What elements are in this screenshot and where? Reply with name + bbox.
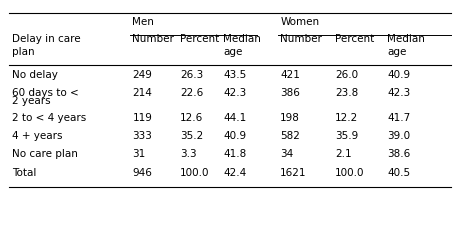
Text: 1621: 1621: [280, 168, 307, 178]
Text: 4 + years: 4 + years: [12, 131, 62, 141]
Text: 3.3: 3.3: [180, 149, 197, 159]
Text: Percent: Percent: [335, 34, 374, 44]
Text: 26.3: 26.3: [180, 70, 203, 80]
Text: 34: 34: [280, 149, 293, 159]
Text: 22.6: 22.6: [180, 88, 203, 98]
Text: 2 years: 2 years: [12, 96, 50, 106]
Text: 35.9: 35.9: [335, 131, 358, 141]
Text: 31: 31: [132, 149, 146, 159]
Text: Percent: Percent: [180, 34, 219, 44]
Text: 43.5: 43.5: [223, 70, 246, 80]
Text: No delay: No delay: [12, 70, 58, 80]
Text: age: age: [387, 47, 407, 57]
Text: 582: 582: [280, 131, 300, 141]
Text: plan: plan: [12, 47, 35, 57]
Text: 39.0: 39.0: [387, 131, 410, 141]
Text: Number: Number: [280, 34, 322, 44]
Text: Median: Median: [387, 34, 425, 44]
Text: 12.6: 12.6: [180, 113, 203, 123]
Text: 44.1: 44.1: [223, 113, 246, 123]
Text: 214: 214: [132, 88, 152, 98]
Text: 2.1: 2.1: [335, 149, 351, 159]
Text: Men: Men: [132, 17, 154, 27]
Text: 100.0: 100.0: [335, 168, 365, 178]
Text: 40.9: 40.9: [387, 70, 410, 80]
Text: 23.8: 23.8: [335, 88, 358, 98]
Text: 41.8: 41.8: [223, 149, 246, 159]
Text: Delay in care: Delay in care: [12, 34, 81, 44]
Text: 26.0: 26.0: [335, 70, 358, 80]
Text: 35.2: 35.2: [180, 131, 203, 141]
Text: Women: Women: [280, 17, 319, 27]
Text: 41.7: 41.7: [387, 113, 410, 123]
Text: 946: 946: [132, 168, 152, 178]
Text: 333: 333: [132, 131, 152, 141]
Text: 42.4: 42.4: [223, 168, 246, 178]
Text: Total: Total: [12, 168, 36, 178]
Text: 2 to < 4 years: 2 to < 4 years: [12, 113, 86, 123]
Text: Number: Number: [132, 34, 174, 44]
Text: 60 days to <: 60 days to <: [12, 88, 79, 98]
Text: 119: 119: [132, 113, 152, 123]
Text: No care plan: No care plan: [12, 149, 78, 159]
Text: age: age: [223, 47, 243, 57]
Text: 40.5: 40.5: [387, 168, 410, 178]
Text: 249: 249: [132, 70, 152, 80]
Text: 42.3: 42.3: [223, 88, 246, 98]
Text: 386: 386: [280, 88, 300, 98]
Text: 421: 421: [280, 70, 300, 80]
Text: 198: 198: [280, 113, 300, 123]
Text: 12.2: 12.2: [335, 113, 358, 123]
Text: 40.9: 40.9: [223, 131, 246, 141]
Text: 42.3: 42.3: [387, 88, 410, 98]
Text: 38.6: 38.6: [387, 149, 410, 159]
Text: 100.0: 100.0: [180, 168, 210, 178]
Text: Median: Median: [223, 34, 261, 44]
